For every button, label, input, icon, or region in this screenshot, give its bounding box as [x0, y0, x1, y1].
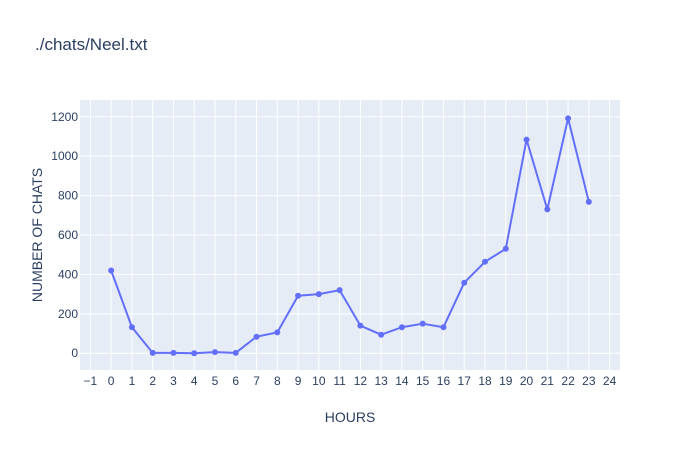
y-tick-label: 0	[71, 346, 78, 360]
data-point	[565, 115, 572, 122]
x-tick-label: 21	[541, 374, 555, 388]
x-tick-label: 22	[561, 374, 575, 388]
data-point	[461, 279, 468, 286]
x-tick-label: 0	[108, 374, 115, 388]
data-point	[108, 267, 115, 274]
data-point	[544, 206, 551, 213]
y-tick-label: 400	[58, 267, 78, 281]
x-tick-label: 15	[416, 374, 430, 388]
x-tick-label: 10	[312, 374, 326, 388]
data-point	[128, 324, 135, 331]
x-tick-label: 11	[333, 374, 346, 388]
x-tick-label: 6	[232, 374, 239, 388]
x-tick-label: 1	[129, 374, 136, 388]
data-point	[336, 287, 343, 294]
y-tick-label: 1200	[51, 110, 78, 124]
x-tick-label: −1	[84, 374, 98, 388]
data-point	[398, 324, 405, 331]
data-point	[315, 291, 322, 298]
data-point	[419, 320, 426, 327]
y-gridlines	[80, 116, 620, 354]
x-tick-label: 19	[499, 374, 513, 388]
x-tick-label: 14	[395, 374, 409, 388]
x-tick-label: 8	[274, 374, 281, 388]
y-axis-ticks: 0 200 400 600 800 1000 1200	[51, 110, 78, 360]
data-point	[274, 329, 281, 336]
x-tick-label: 4	[191, 374, 198, 388]
x-tick-label: 12	[354, 374, 368, 388]
data-point	[232, 349, 239, 356]
x-tick-label: 18	[478, 374, 492, 388]
data-point	[482, 258, 488, 265]
data-point	[378, 331, 385, 338]
data-point	[585, 198, 592, 205]
x-tick-label: 23	[582, 374, 596, 388]
y-axis-title: NUMBER OF CHATS	[29, 168, 45, 302]
data-series	[108, 115, 592, 357]
x-axis-ticks: −1 0 1 2 3 4 5 6 7 8 9 10 11 12 13 14 15 16 17 18 19 20 21 22 23…	[84, 374, 617, 388]
x-tick-label: 5	[212, 374, 219, 388]
series-line	[110, 117, 590, 355]
y-tick-label: 800	[58, 189, 78, 203]
data-point	[212, 349, 218, 356]
x-tick-label: 20	[520, 374, 534, 388]
data-point	[523, 136, 530, 143]
x-axis-title: HOURS	[325, 409, 376, 425]
data-point	[440, 324, 447, 331]
data-point	[295, 292, 302, 299]
y-tick-label: 1000	[51, 149, 78, 163]
data-point	[191, 350, 198, 357]
data-point	[170, 349, 177, 356]
y-tick-label: 600	[58, 228, 78, 242]
x-tick-label: 17	[458, 374, 472, 388]
x-tick-label: 3	[170, 374, 177, 388]
x-tick-label: 7	[253, 374, 260, 388]
x-tick-label: 16	[437, 374, 451, 388]
y-tick-label: 200	[58, 307, 78, 321]
x-tick-label: 24	[603, 374, 617, 388]
x-tick-label: 13	[374, 374, 388, 388]
data-point	[149, 349, 156, 356]
x-tick-label: 9	[295, 374, 302, 388]
chart-title: ./chats/Neel.txt	[35, 35, 148, 54]
x-tick-label: 2	[149, 374, 156, 388]
data-point	[357, 322, 364, 329]
data-point	[253, 333, 260, 340]
data-point	[502, 245, 509, 252]
